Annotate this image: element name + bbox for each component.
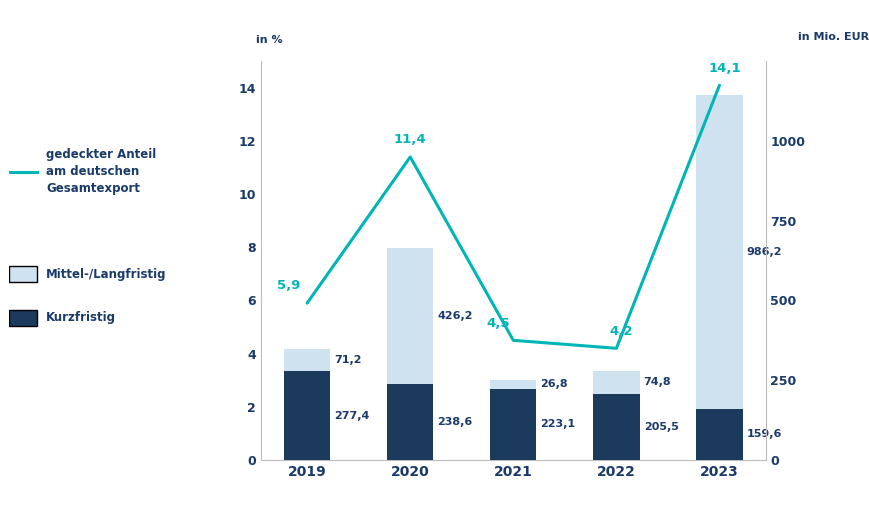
Text: Kurzfristig: Kurzfristig (46, 311, 116, 324)
Text: 71,2: 71,2 (334, 355, 362, 365)
Text: 426,2: 426,2 (437, 311, 473, 321)
Text: 74,8: 74,8 (643, 378, 671, 387)
Text: Mittel-/Langfristig: Mittel-/Langfristig (46, 268, 167, 281)
Text: in %: in % (255, 35, 282, 45)
Bar (593, 394, 639, 460)
Bar (387, 384, 433, 460)
Text: 159,6: 159,6 (746, 429, 781, 439)
Text: 4,5: 4,5 (486, 317, 509, 330)
Bar (695, 95, 742, 460)
Text: 4,2: 4,2 (609, 324, 633, 338)
Text: 277,4: 277,4 (334, 411, 369, 421)
Text: 11,4: 11,4 (394, 133, 426, 146)
Text: 5,9: 5,9 (276, 280, 300, 292)
Bar (489, 380, 536, 460)
Text: 26,8: 26,8 (540, 380, 567, 389)
Text: in Mio. EUR: in Mio. EUR (797, 32, 868, 42)
Bar (695, 409, 742, 460)
Bar (283, 349, 330, 460)
Text: 205,5: 205,5 (643, 422, 678, 432)
Text: 14,1: 14,1 (707, 62, 740, 75)
FancyBboxPatch shape (9, 310, 36, 326)
FancyBboxPatch shape (9, 266, 36, 282)
Text: gedeckter Anteil
am deutschen
Gesamtexport: gedeckter Anteil am deutschen Gesamtexpo… (46, 148, 156, 195)
Text: 986,2: 986,2 (746, 247, 781, 257)
Text: 223,1: 223,1 (540, 420, 575, 429)
Text: 238,6: 238,6 (437, 417, 472, 427)
Bar (489, 389, 536, 460)
Bar (593, 370, 639, 460)
Bar (387, 248, 433, 460)
Bar (283, 371, 330, 460)
